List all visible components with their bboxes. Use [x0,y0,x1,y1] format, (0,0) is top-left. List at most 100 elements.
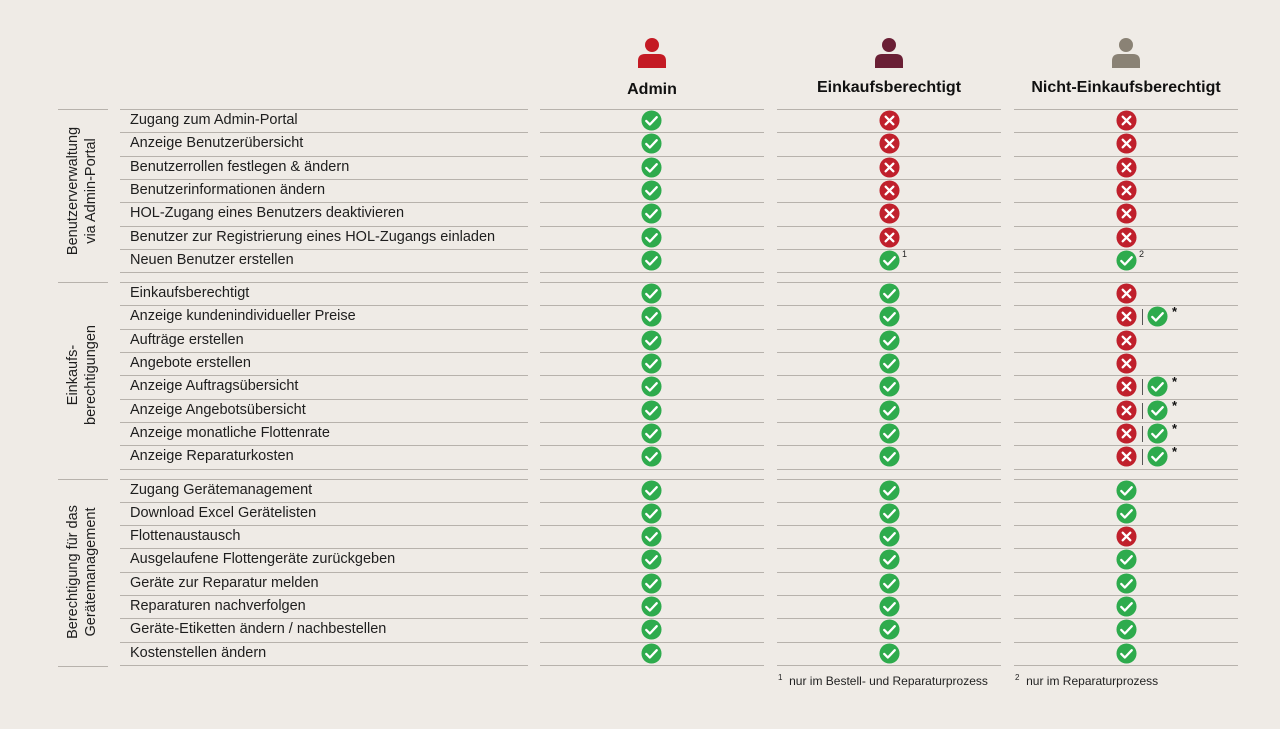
row-label: Angebote erstellen [130,355,251,371]
row-label: Kostenstellen ändern [130,644,267,661]
row-label: Reparaturen nachverfolgen [130,598,306,614]
separator [1142,379,1143,396]
row-divider [777,225,1001,227]
row-divider [1014,618,1238,620]
check-icon [1115,596,1137,617]
row-label: Anzeige monatliche Flottenrate [130,424,330,441]
permission-cell [777,572,1001,595]
permission-cell: * [1014,444,1238,468]
row-divider [540,548,764,550]
permission-cell [540,375,764,398]
row-divider [120,525,528,527]
permission-cell [540,548,764,571]
permission-cell [540,249,764,272]
row-divider [777,398,1001,400]
column-header-admin: Admin [540,30,764,110]
permission-cell [777,375,1001,398]
cross-icon [878,226,900,248]
row-divider [777,641,1001,643]
row-label: Anzeige Auftragsübersicht [130,378,299,395]
row-divider [540,468,764,470]
row-label: Zugang Gerätemanagement [130,481,313,498]
check-icon [640,423,662,444]
permission-cell [777,479,1001,502]
check-icon [640,330,662,351]
row-divider [120,595,528,596]
row-divider [1014,421,1238,423]
row-divider [120,548,528,550]
permission-cell [540,179,764,202]
group-label-line: Benutzerverwaltung [65,126,82,255]
permission-cell [777,642,1001,665]
cross-icon [1115,180,1137,201]
permission-cell [1014,202,1238,225]
row-divider [1014,248,1238,250]
check-icon [1115,503,1137,524]
row-divider [1014,352,1238,353]
column-title: Admin [627,81,677,98]
row-divider [1014,225,1238,227]
row-divider [1014,375,1238,377]
permission-cell [1014,226,1238,249]
row-divider [1014,202,1238,204]
check-icon [878,250,900,271]
check-icon [640,503,662,524]
row-divider [777,501,1001,503]
check-icon [640,596,662,617]
permission-cell [540,618,764,641]
check-icon [878,400,900,421]
group-divider [58,282,108,284]
check-icon [640,526,662,547]
person-icon [875,38,903,68]
check-icon [1115,619,1137,640]
check-icon [640,353,662,374]
row-label: Geräte zur Reparatur melden [130,574,319,591]
check-icon [640,203,662,224]
row-divider [777,272,1001,274]
row-label: Anzeige kundenindividueller Preise [130,308,356,325]
row-divider [120,501,528,503]
cross-icon [1115,110,1137,131]
check-icon [878,643,900,664]
row-divider [120,445,528,447]
permission-cell [777,548,1001,571]
footnote-text: nur im Bestell- und Reparaturprozess [789,674,988,688]
row-divider [120,571,528,573]
check-icon [640,643,662,664]
permission-cell [540,282,764,305]
permission-cell [540,642,764,665]
cross-icon [1115,423,1137,444]
permission-cell [540,109,764,132]
check-icon [640,226,662,248]
group-divider [58,665,108,667]
separator [1142,309,1143,326]
row-divider [1014,272,1238,274]
check-icon [640,446,662,467]
check-icon [640,306,662,327]
permission-cell [540,352,764,375]
permission-cell [540,305,764,328]
row-divider [120,305,528,307]
check-icon [878,503,900,524]
row-divider [1014,501,1238,503]
permission-cell: 2 [1014,249,1238,272]
group-label-line: Berechtigung für das [64,504,81,639]
row-divider [120,398,528,400]
row-divider [120,328,528,330]
row-divider [120,664,528,666]
cross-icon [1115,526,1137,547]
row-divider [120,202,528,204]
check-icon [878,330,900,351]
permission-cell [1014,548,1238,571]
footnote-text: nur im Reparaturprozess [1026,674,1159,688]
row-divider [120,225,528,227]
row-divider [1014,641,1238,643]
permission-cell [1014,525,1238,548]
person-icon [638,38,666,68]
footnote-ref: 2 [1139,248,1145,259]
permission-cell [1014,572,1238,595]
row-divider [1014,155,1238,157]
row-divider [777,571,1001,573]
permission-cell [540,132,764,155]
row-divider [777,109,1001,110]
